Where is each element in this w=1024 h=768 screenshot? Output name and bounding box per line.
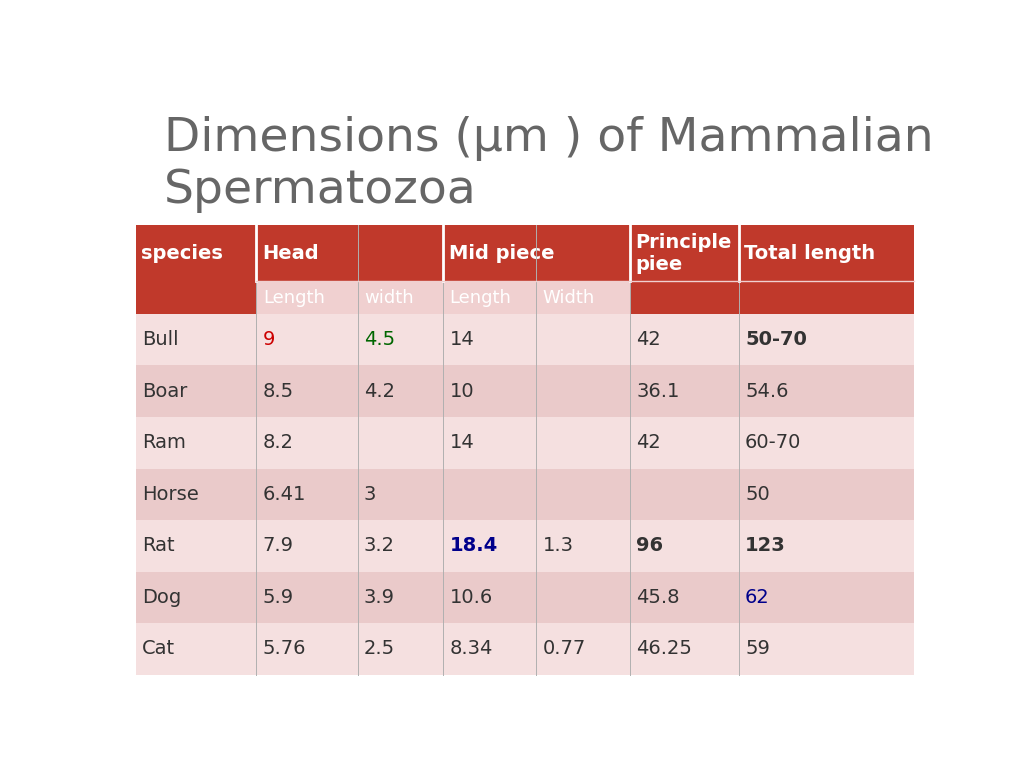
Text: Dog: Dog xyxy=(142,588,181,607)
Text: Head: Head xyxy=(262,243,318,263)
Bar xyxy=(136,468,913,520)
Text: Principle
piee: Principle piee xyxy=(635,233,732,274)
Text: 1.3: 1.3 xyxy=(543,536,573,555)
Text: 7.9: 7.9 xyxy=(263,536,294,555)
Bar xyxy=(136,417,913,468)
Text: Length: Length xyxy=(263,289,325,306)
Text: Cat: Cat xyxy=(142,640,175,658)
Text: Dimensions (μm ) of Mammalian
Spermatozoa: Dimensions (μm ) of Mammalian Spermatozo… xyxy=(164,116,933,213)
Text: 3.2: 3.2 xyxy=(364,536,395,555)
Text: 4.2: 4.2 xyxy=(364,382,395,401)
Text: 10: 10 xyxy=(450,382,474,401)
Text: 42: 42 xyxy=(636,433,660,452)
Bar xyxy=(136,314,913,366)
Text: 3.9: 3.9 xyxy=(364,588,395,607)
Text: Length: Length xyxy=(450,289,511,306)
Text: 6.41: 6.41 xyxy=(263,485,306,504)
Text: Rat: Rat xyxy=(142,536,175,555)
Text: 60-70: 60-70 xyxy=(745,433,802,452)
Bar xyxy=(136,225,913,281)
Text: 123: 123 xyxy=(745,536,785,555)
Text: 96: 96 xyxy=(636,536,664,555)
Text: 46.25: 46.25 xyxy=(636,640,692,658)
Bar xyxy=(136,571,913,623)
Text: 8.34: 8.34 xyxy=(450,640,493,658)
Text: Mid piece: Mid piece xyxy=(449,243,554,263)
Text: 3: 3 xyxy=(364,485,376,504)
Text: 50-70: 50-70 xyxy=(745,330,807,349)
Text: 45.8: 45.8 xyxy=(636,588,680,607)
Text: 36.1: 36.1 xyxy=(636,382,680,401)
Text: 14: 14 xyxy=(450,330,474,349)
Bar xyxy=(136,623,913,674)
Text: 18.4: 18.4 xyxy=(450,536,498,555)
Text: 10.6: 10.6 xyxy=(450,588,493,607)
Text: 8.5: 8.5 xyxy=(263,382,294,401)
Text: 0.77: 0.77 xyxy=(543,640,586,658)
Bar xyxy=(136,366,913,417)
Bar xyxy=(136,520,913,571)
Text: Bull: Bull xyxy=(142,330,179,349)
Text: 59: 59 xyxy=(745,640,770,658)
Text: 8.2: 8.2 xyxy=(263,433,294,452)
Text: width: width xyxy=(364,289,414,306)
Text: 5.76: 5.76 xyxy=(263,640,306,658)
Text: Boar: Boar xyxy=(142,382,187,401)
Text: Width: Width xyxy=(543,289,595,306)
Text: 14: 14 xyxy=(450,433,474,452)
Text: Horse: Horse xyxy=(142,485,199,504)
Text: 54.6: 54.6 xyxy=(745,382,788,401)
Text: 50: 50 xyxy=(745,485,770,504)
Text: 42: 42 xyxy=(636,330,660,349)
Text: 62: 62 xyxy=(745,588,770,607)
Text: species: species xyxy=(141,243,223,263)
Text: 9: 9 xyxy=(263,330,275,349)
Bar xyxy=(136,281,913,314)
Text: 2.5: 2.5 xyxy=(364,640,395,658)
Text: Ram: Ram xyxy=(142,433,186,452)
Text: Total length: Total length xyxy=(744,243,876,263)
Text: 5.9: 5.9 xyxy=(263,588,294,607)
Bar xyxy=(256,281,630,314)
Text: 4.5: 4.5 xyxy=(364,330,395,349)
